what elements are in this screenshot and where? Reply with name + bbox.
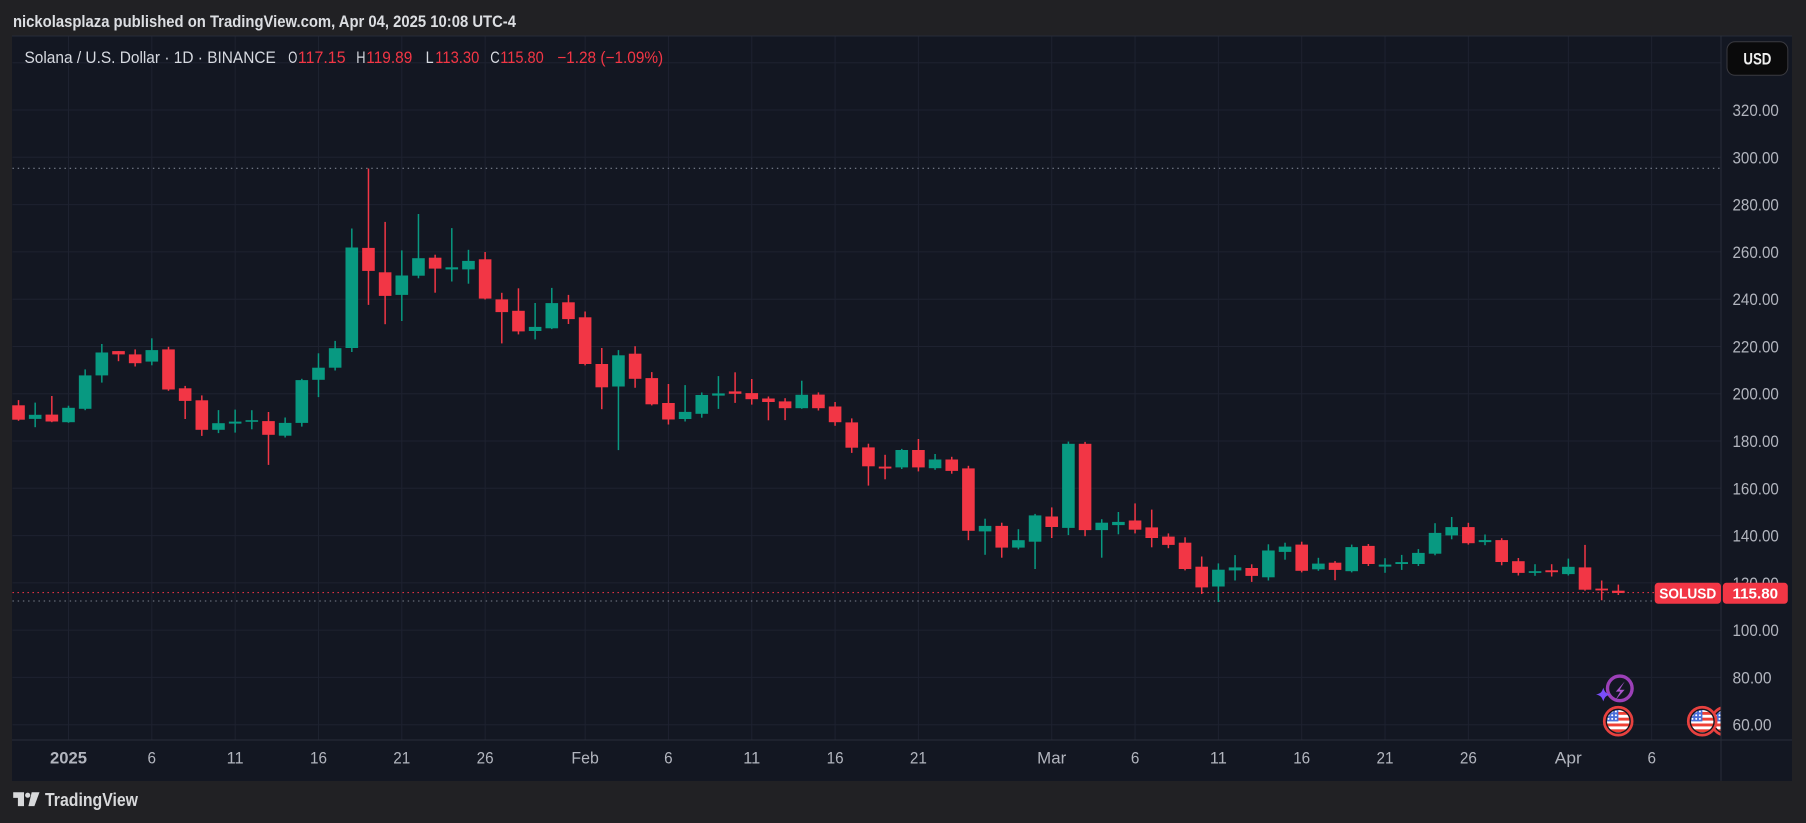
svg-text:26: 26 bbox=[1460, 749, 1477, 767]
svg-text:Solana / U.S. Dollar · 1D · BI: Solana / U.S. Dollar · 1D · BINANCE bbox=[25, 49, 276, 67]
svg-text:115.80: 115.80 bbox=[1733, 585, 1779, 602]
svg-text:16: 16 bbox=[827, 749, 844, 767]
svg-text:C: C bbox=[490, 49, 500, 67]
svg-text:TradingView: TradingView bbox=[45, 790, 139, 810]
svg-text:60.00: 60.00 bbox=[1733, 717, 1772, 735]
svg-text:−1.28 (−1.09%): −1.28 (−1.09%) bbox=[557, 49, 663, 67]
svg-text:6: 6 bbox=[664, 749, 673, 767]
svg-text:6: 6 bbox=[1131, 749, 1140, 767]
svg-text:140.00: 140.00 bbox=[1733, 528, 1779, 546]
svg-text:113.30: 113.30 bbox=[435, 49, 479, 67]
svg-text:Mar: Mar bbox=[1037, 749, 1067, 767]
svg-text:320.00: 320.00 bbox=[1733, 102, 1779, 120]
svg-text:300.00: 300.00 bbox=[1733, 149, 1779, 167]
svg-text:Apr: Apr bbox=[1555, 749, 1583, 767]
svg-text:nickolasplaza published on Tra: nickolasplaza published on TradingView.c… bbox=[13, 13, 517, 31]
svg-text:H: H bbox=[356, 49, 365, 67]
svg-text:SOLUSD: SOLUSD bbox=[1659, 585, 1716, 602]
svg-text:Feb: Feb bbox=[571, 749, 598, 767]
svg-text:260.00: 260.00 bbox=[1733, 244, 1779, 262]
svg-text:USD: USD bbox=[1743, 50, 1771, 68]
svg-text:115.80: 115.80 bbox=[500, 49, 544, 67]
svg-text:117.15: 117.15 bbox=[298, 49, 346, 67]
svg-text:2025: 2025 bbox=[50, 749, 87, 767]
svg-text:16: 16 bbox=[310, 749, 327, 767]
svg-text:80.00: 80.00 bbox=[1733, 669, 1772, 687]
svg-text:280.00: 280.00 bbox=[1733, 197, 1779, 215]
svg-text:11: 11 bbox=[743, 749, 760, 767]
svg-text:L: L bbox=[426, 49, 434, 67]
svg-text:6: 6 bbox=[148, 749, 157, 767]
svg-text:16: 16 bbox=[1293, 749, 1310, 767]
svg-text:220.00: 220.00 bbox=[1733, 339, 1779, 357]
svg-text:11: 11 bbox=[227, 749, 244, 767]
svg-text:180.00: 180.00 bbox=[1733, 433, 1779, 451]
svg-text:240.00: 240.00 bbox=[1733, 291, 1779, 309]
svg-text:160.00: 160.00 bbox=[1733, 480, 1779, 498]
svg-text:O: O bbox=[288, 49, 297, 67]
svg-text:21: 21 bbox=[393, 749, 410, 767]
svg-text:26: 26 bbox=[477, 749, 494, 767]
svg-text:100.00: 100.00 bbox=[1733, 622, 1779, 640]
svg-text:21: 21 bbox=[1377, 749, 1394, 767]
svg-text:200.00: 200.00 bbox=[1733, 386, 1779, 404]
svg-text:11: 11 bbox=[1210, 749, 1227, 767]
svg-text:6: 6 bbox=[1647, 749, 1656, 767]
svg-text:21: 21 bbox=[910, 749, 927, 767]
svg-text:119.89: 119.89 bbox=[366, 49, 412, 67]
